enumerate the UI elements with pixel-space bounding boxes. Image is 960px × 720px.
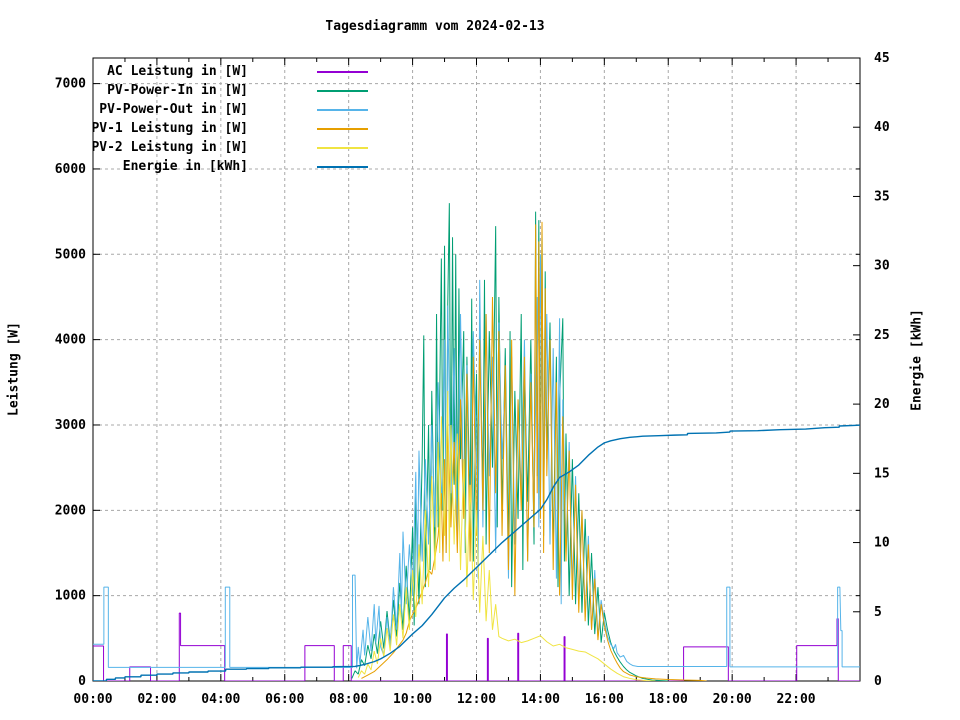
x-tick-label: 04:00 bbox=[201, 692, 240, 707]
legend-item: PV-Power-Out in [W] bbox=[0, 102, 960, 124]
series-line-2 bbox=[93, 254, 860, 669]
x-tick-label: 20:00 bbox=[713, 692, 752, 707]
series-line-3 bbox=[361, 221, 707, 681]
y2-tick-label: 25 bbox=[874, 328, 890, 343]
legend-label: PV-Power-In in [W] bbox=[107, 83, 248, 98]
x-tick-label: 06:00 bbox=[265, 692, 304, 707]
x-tick-label: 16:00 bbox=[585, 692, 624, 707]
series-line-1 bbox=[351, 203, 669, 681]
y2-tick-label: 40 bbox=[874, 120, 890, 135]
y2-tick-label: 5 bbox=[874, 605, 882, 620]
x-tick-label: 08:00 bbox=[329, 692, 368, 707]
y2-tick-label: 10 bbox=[874, 536, 890, 551]
y-tick-label: 4000 bbox=[55, 333, 86, 348]
y2-tick-label: 20 bbox=[874, 397, 890, 412]
legend-item: AC Leistung in [W] bbox=[0, 64, 960, 86]
y2-tick-label: 30 bbox=[874, 259, 890, 274]
legend-swatch bbox=[317, 147, 368, 149]
legend-swatch bbox=[317, 90, 368, 92]
series-line-4 bbox=[357, 390, 656, 681]
series-line-5 bbox=[93, 424, 860, 681]
y2-tick-label: 45 bbox=[874, 51, 890, 66]
legend-label: Energie in [kWh] bbox=[122, 159, 248, 174]
y2-tick-label: 0 bbox=[874, 674, 882, 689]
legend-item: PV-2 Leistung in [W] bbox=[0, 140, 960, 162]
chart-title: Tagesdiagramm vom 2024-02-13 bbox=[325, 19, 545, 34]
legend-item: PV-1 Leistung in [W] bbox=[0, 121, 960, 143]
x-tick-label: 00:00 bbox=[73, 692, 112, 707]
legend-swatch bbox=[317, 166, 368, 168]
x-tick-label: 22:00 bbox=[777, 692, 816, 707]
y-tick-label: 1000 bbox=[55, 589, 86, 604]
y2-axis-label: Energie [kWh] bbox=[909, 309, 925, 411]
x-tick-label: 02:00 bbox=[137, 692, 176, 707]
y2-tick-label: 15 bbox=[874, 466, 890, 481]
y-tick-label: 5000 bbox=[55, 247, 86, 262]
legend-label: AC Leistung in [W] bbox=[107, 64, 248, 79]
legend-item: Energie in [kWh] bbox=[0, 159, 960, 181]
legend-label: PV-2 Leistung in [W] bbox=[91, 140, 248, 155]
legend-item: PV-Power-In in [W] bbox=[0, 83, 960, 105]
y-tick-label: 7000 bbox=[55, 77, 86, 92]
legend-label: PV-1 Leistung in [W] bbox=[91, 121, 248, 136]
x-tick-label: 18:00 bbox=[649, 692, 688, 707]
x-tick-label: 12:00 bbox=[457, 692, 496, 707]
x-tick-label: 10:00 bbox=[393, 692, 432, 707]
y2-tick-label: 35 bbox=[874, 189, 890, 204]
legend-swatch bbox=[317, 128, 368, 130]
y-tick-label: 0 bbox=[78, 674, 86, 689]
series-line-0 bbox=[93, 612, 860, 681]
legend-swatch bbox=[317, 109, 368, 111]
legend-swatch bbox=[317, 71, 368, 73]
y-tick-label: 6000 bbox=[55, 162, 86, 177]
legend-label: PV-Power-Out in [W] bbox=[99, 102, 248, 117]
y-tick-label: 2000 bbox=[55, 503, 86, 518]
x-tick-label: 14:00 bbox=[521, 692, 560, 707]
y-axis-label: Leistung [W] bbox=[6, 322, 22, 416]
y-tick-label: 3000 bbox=[55, 418, 86, 433]
